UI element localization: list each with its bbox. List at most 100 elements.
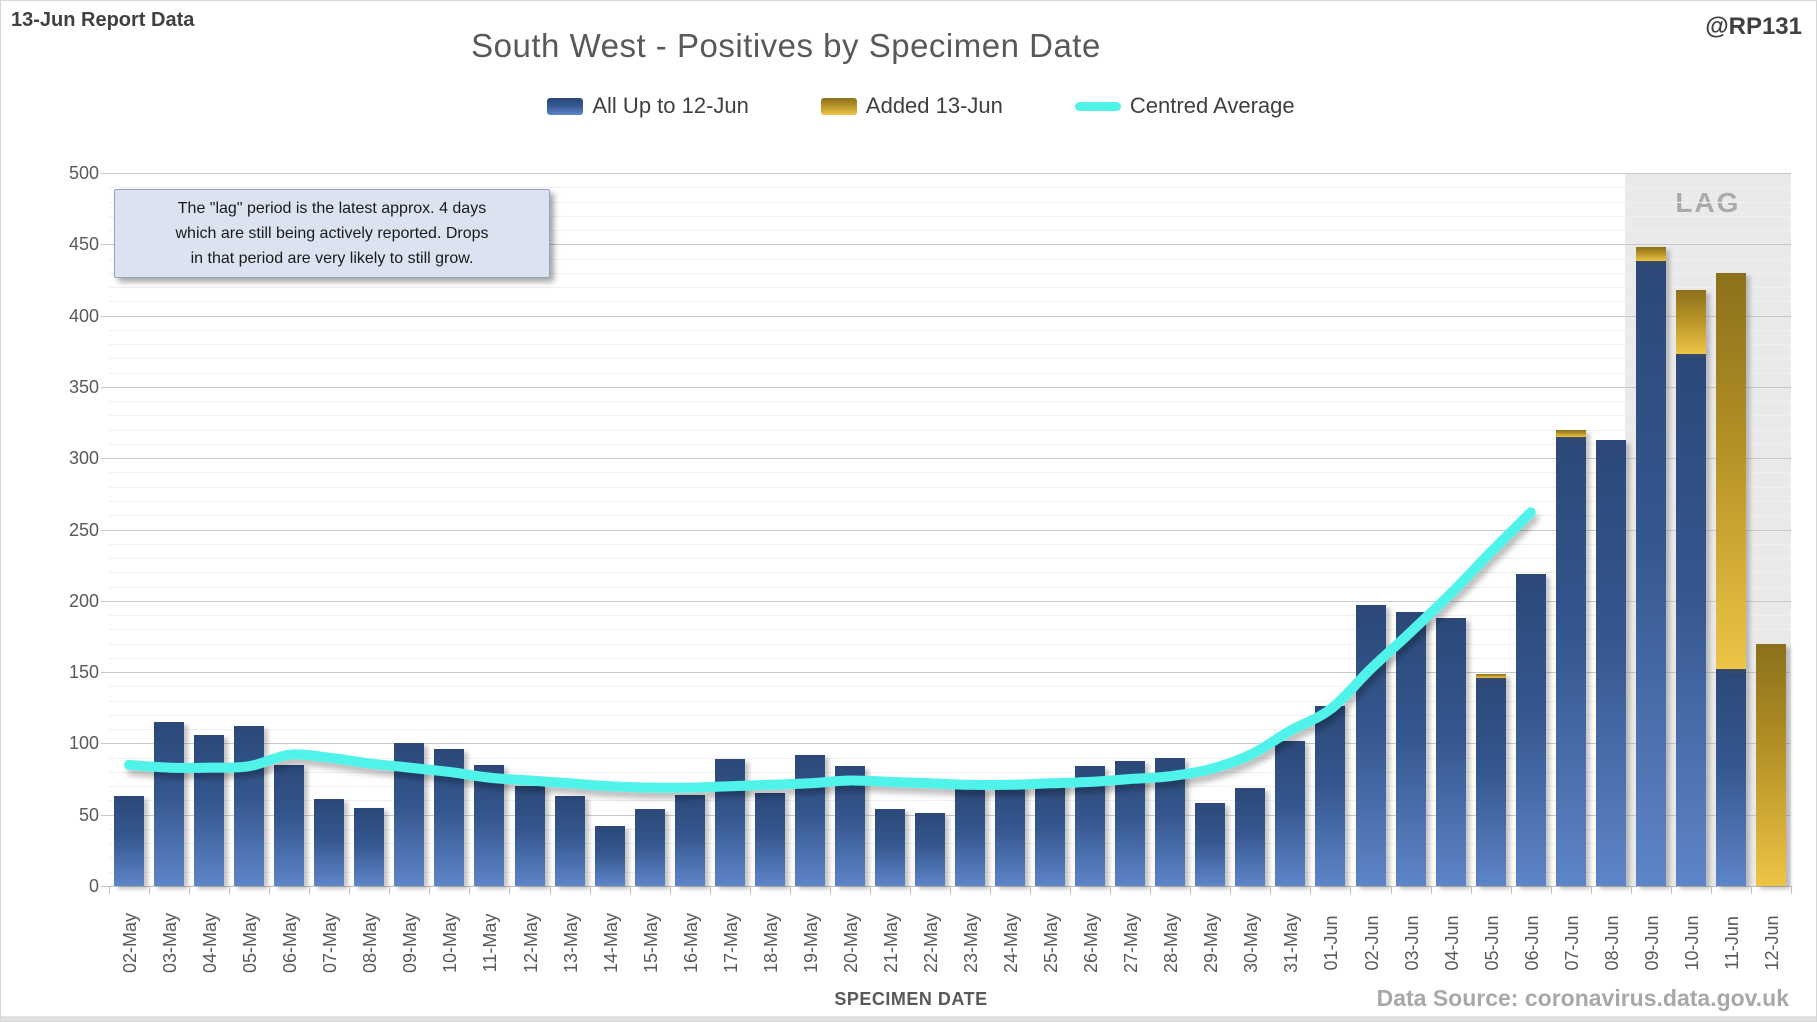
cyan-line-swatch-icon [1074,101,1121,111]
x-axis-tick [229,886,231,894]
x-axis-date-label: 21-May [880,912,901,974]
bar-segment-all-up-to-12jun [474,764,505,886]
x-axis-date-label: 03-Jun [1401,915,1422,971]
x-axis-date-label: 05-May [240,912,261,974]
x-axis-tick [1791,886,1792,894]
minor-gridline [109,443,1791,445]
bar-segment-all-up-to-12jun [1435,617,1466,886]
bar-segment-all-up-to-12jun [1395,612,1426,886]
x-axis-tick [1430,886,1432,894]
bar-segment-all-up-to-12jun [194,734,225,886]
x-axis-date-label: 26-May [1081,912,1102,974]
x-axis-tick [1390,886,1392,894]
x-axis-date-label: 08-Jun [1601,915,1622,971]
x-axis-tick [589,886,591,894]
x-axis-date-label: 17-May [720,912,741,974]
x-axis-date-label: 16-May [680,912,701,974]
x-axis-tick [1270,886,1272,894]
bar-segment-all-up-to-12jun [354,807,385,886]
x-axis-date-label: 01-Jun [1321,915,1342,971]
major-gridline [101,173,1791,174]
major-gridline [101,458,1791,460]
bar-segment-all-up-to-12jun [1555,436,1586,886]
x-axis-date-label: 27-May [1121,912,1142,974]
bar-segment-all-up-to-12jun [834,766,865,886]
annotation-line: The "lag" period is the latest approx. 4… [177,200,487,217]
bar-segment-all-up-to-12jun [554,796,585,886]
x-axis-tick [1070,886,1072,894]
bar-segment-all-up-to-12jun [714,759,745,886]
x-axis-title: SPECIMEN DATE [834,989,988,1009]
x-axis-tick [709,886,711,894]
annotation-line: which are still being actively reported.… [175,225,489,242]
x-axis-tick [1150,886,1152,894]
bar-segment-all-up-to-12jun [1195,803,1226,886]
x-axis-tick [1750,886,1752,894]
bar-segment-added-13jun [1755,643,1786,886]
plot-area: LAG 0 50 100 150 200 250 300 350 400 450 500 02-May 0… [69,163,1792,973]
minor-gridline [109,843,1791,845]
minor-gridline [109,329,1791,331]
y-axis-tick-label: 250 [68,519,99,540]
y-axis-tick-label: 450 [68,234,99,255]
bar-segment-all-up-to-12jun [1595,439,1626,886]
x-axis-tick [1310,886,1312,894]
x-axis-tick [1110,886,1112,894]
minor-gridline [109,215,1791,217]
bar-segment-all-up-to-12jun [674,794,705,886]
x-axis-date-label: 22-May [920,912,941,974]
minor-gridline [109,344,1791,346]
x-axis-tick [1550,886,1552,894]
x-axis-date-label: 04-Jun [1441,915,1462,971]
minor-gridline [109,258,1791,260]
bar-segment-all-up-to-12jun [1355,605,1386,886]
bar-segment-all-up-to-12jun [434,749,465,886]
bar-segment-all-up-to-12jun [514,786,545,886]
y-axis-tick-label: 300 [68,448,99,469]
data-source-label: Data Source: coronavirus.data.gov.uk [1376,985,1789,1011]
bar-segment-all-up-to-12jun [955,789,986,886]
lag-annotation-box: The "lag" period is the latest approx. 4… [114,189,550,278]
x-axis-date-label: 03-May [160,912,181,974]
bar-segment-all-up-to-12jun [1515,573,1546,886]
x-axis-date-label: 05-Jun [1481,915,1502,971]
x-axis-tick [269,886,271,894]
x-axis-tick [549,886,551,894]
x-axis-date-label: 28-May [1161,912,1182,974]
x-axis-tick [1230,886,1232,894]
bar-segment-added-13jun [1475,673,1506,678]
x-axis-date-label: 30-May [1241,912,1262,974]
x-axis-tick [349,886,351,894]
bar-segment-all-up-to-12jun [1035,780,1066,886]
bar-segment-all-up-to-12jun [914,813,945,886]
major-gridline [101,529,1791,531]
x-axis-date-label: 11-May [480,913,501,973]
major-gridline [101,315,1791,317]
x-axis-tick [1470,886,1472,894]
bar-segment-all-up-to-12jun [594,826,625,886]
minor-gridline [109,828,1791,830]
y-axis-tick-label: 50 [78,804,99,825]
x-axis-date-label: 31-May [1281,912,1302,974]
x-axis-date-label: 10-Jun [1681,915,1702,971]
minor-gridline [109,429,1791,431]
x-axis-tick [789,886,791,894]
minor-gridline [109,201,1791,203]
bar-segment-all-up-to-12jun [1715,669,1746,886]
bar-segment-all-up-to-12jun [154,722,185,886]
blue-bar-swatch-icon [547,97,584,115]
bar-segment-all-up-to-12jun [1635,261,1666,886]
window-bottom-edge [1,1016,1816,1021]
minor-gridline [109,372,1791,374]
legend-label: Added 13-Jun [865,93,1003,118]
x-axis-date-label: 02-Jun [1361,915,1382,971]
legend: All Up to 12-Jun Added 13-Jun Centred Av… [421,93,1421,119]
legend-item-centred-average: Centred Average [1074,93,1295,119]
x-axis-date-label: 29-May [1201,912,1222,974]
x-axis-date-label: 15-May [640,912,661,974]
x-axis-tick [1190,886,1192,894]
bar-segment-all-up-to-12jun [314,799,345,886]
minor-gridline [109,800,1791,802]
x-axis-tick [990,886,992,894]
